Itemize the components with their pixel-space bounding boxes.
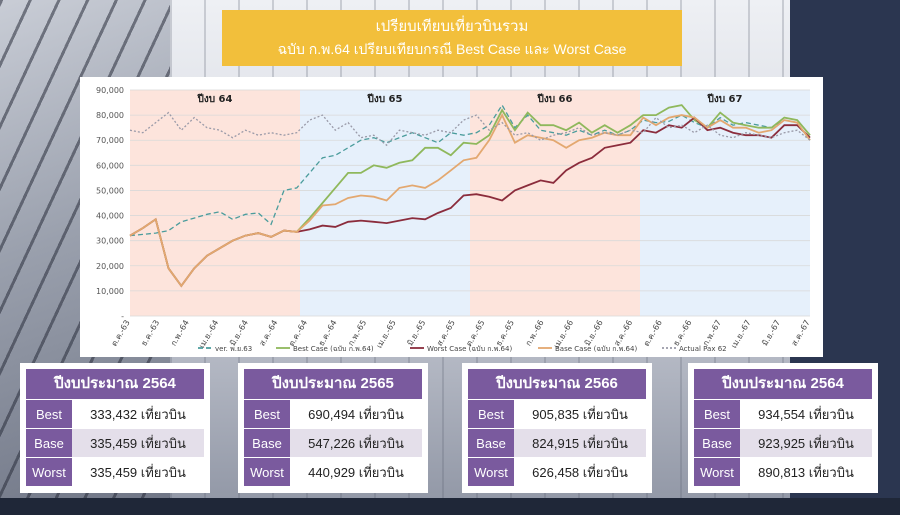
series-line: [129, 111, 811, 147]
x-tick-label: ส.ค.-67: [790, 319, 812, 348]
y-tick-label: 50,000: [96, 186, 124, 195]
x-tick-label: ธ.ค.-65: [494, 319, 516, 348]
stat-card-title: ปีงบประมาณ 2565: [244, 369, 422, 399]
series-line: [129, 103, 811, 237]
y-tick-label: 10,000: [96, 287, 124, 296]
stat-card-fy2566: ปีงบประมาณ 2566 Best 905,835 เที่ยวบิน B…: [462, 363, 652, 493]
stat-card-fy2567: ปีงบประมาณ 2564 Best 934,554 เที่ยวบิน B…: [688, 363, 878, 493]
x-tick-label: ต.ค.-64: [287, 319, 309, 348]
x-tick-label: มิ.ย.-64: [228, 319, 250, 348]
stat-row-base: Base 824,915 เที่ยวบิน: [468, 428, 646, 457]
x-tick-label: มิ.ย.-67: [760, 319, 782, 348]
stat-card-title: ปีงบประมาณ 2564: [26, 369, 204, 399]
stat-row-worst: Worst 335,459 เที่ยวบิน: [26, 457, 204, 486]
fiscal-year-label: ปีงบ 65: [367, 93, 403, 105]
row-label: Worst: [468, 457, 514, 486]
y-tick-label: 30,000: [96, 237, 124, 246]
row-value: 905,835 เที่ยวบิน: [514, 399, 646, 428]
fiscal-year-label: ปีงบ 66: [537, 93, 573, 105]
y-tick-label: 20,000: [96, 262, 124, 271]
stat-row-best: Best 333,432 เที่ยวบิน: [26, 399, 204, 428]
flight-comparison-chart: - 10,000 20,000 30,000 40,000 50,000 60,000 70,…: [96, 86, 812, 353]
title-line-2: ฉบับ ก.พ.64 เปรียบเทียบกรณี Best Case แล…: [277, 41, 627, 57]
row-value: 626,458 เที่ยวบิน: [514, 457, 646, 486]
stat-row-base: Base 923,925 เที่ยวบิน: [694, 428, 872, 457]
legend-label: Best Case (ฉบับ ก.พ.64): [293, 345, 374, 353]
x-tick-label: มิ.ย.-66: [583, 319, 605, 348]
row-label: Base: [468, 428, 514, 457]
legend-label: Base Case (ฉบับ ก.พ.64): [555, 345, 637, 353]
row-label: Worst: [26, 457, 72, 486]
y-tick-label: 40,000: [96, 212, 124, 221]
row-label: Best: [468, 399, 514, 428]
x-tick-label: มิ.ย.-65: [406, 319, 428, 348]
stat-row-best: Best 934,554 เที่ยวบิน: [694, 399, 872, 428]
x-tick-label: ธ.ค.-64: [317, 319, 339, 348]
y-tick-label: 70,000: [96, 136, 124, 145]
title-banner: เปรียบเทียบเที่ยวบินรวม ฉบับ ก.พ.64 เปรี…: [222, 10, 682, 66]
x-tick-label: ส.ค.-66: [612, 319, 634, 348]
x-tick-label: ต.ค.-65: [464, 319, 486, 348]
row-value: 335,459 เที่ยวบิน: [72, 457, 204, 486]
stat-row-best: Best 690,494 เที่ยวบิน: [244, 399, 422, 428]
row-label: Best: [244, 399, 290, 428]
x-tick-label: ก.พ.-66: [524, 319, 546, 348]
x-tick-label: ก.พ.-64: [169, 319, 191, 348]
x-tick-label: ต.ค.-66: [642, 319, 664, 348]
row-value: 333,432 เที่ยวบิน: [72, 399, 204, 428]
fiscal-year-band: [300, 90, 470, 316]
legend-label: ver. พ.ย.63: [215, 345, 252, 353]
stat-row-base: Base 335,459 เที่ยวบิน: [26, 428, 204, 457]
row-value: 335,459 เที่ยวบิน: [72, 428, 204, 457]
row-label: Base: [694, 428, 740, 457]
fiscal-year-label: ปีงบ 64: [197, 93, 233, 105]
x-tick-label: ธ.ค.-66: [671, 319, 693, 348]
row-value: 890,813 เที่ยวบิน: [740, 457, 872, 486]
x-tick-label: ก.พ.-65: [346, 319, 368, 348]
fiscal-year-band: [130, 90, 300, 316]
row-label: Best: [26, 399, 72, 428]
row-label: Worst: [244, 457, 290, 486]
fiscal-year-band: [470, 90, 640, 316]
stat-row-base: Base 547,226 เที่ยวบิน: [244, 428, 422, 457]
legend-label: Worst Case (ฉบับ ก.พ.64): [427, 345, 512, 353]
stat-row-worst: Worst 440,929 เที่ยวบิน: [244, 457, 422, 486]
x-tick-label: ส.ค.-65: [435, 319, 457, 348]
y-tick-label: 90,000: [96, 86, 124, 95]
chart-card: - 10,000 20,000 30,000 40,000 50,000 60,000 70,…: [80, 77, 823, 357]
stat-card-fy2565: ปีงบประมาณ 2565 Best 690,494 เที่ยวบิน B…: [238, 363, 428, 493]
stat-row-best: Best 905,835 เที่ยวบิน: [468, 399, 646, 428]
x-tick-label: เม.ย.-65: [375, 319, 398, 350]
stat-row-worst: Worst 890,813 เที่ยวบิน: [694, 457, 872, 486]
y-tick-label: 80,000: [96, 111, 124, 120]
row-value: 690,494 เที่ยวบิน: [290, 399, 422, 428]
bottom-band: [0, 498, 900, 515]
y-tick-label: 60,000: [96, 161, 124, 170]
series-line: [129, 113, 811, 288]
x-tick-label: ต.ค.-63: [110, 319, 132, 348]
y-tick-label: -: [121, 312, 124, 321]
stat-card-title: ปีงบประมาณ 2564: [694, 369, 872, 399]
row-value: 824,915 เที่ยวบิน: [514, 428, 646, 457]
row-label: Best: [694, 399, 740, 428]
row-value: 923,925 เที่ยวบิน: [740, 428, 872, 457]
row-value: 547,226 เที่ยวบิน: [290, 428, 422, 457]
row-label: Base: [26, 428, 72, 457]
row-label: Base: [244, 428, 290, 457]
stat-card-title: ปีงบประมาณ 2566: [468, 369, 646, 399]
row-label: Worst: [694, 457, 740, 486]
title-line-1: เปรียบเทียบเที่ยวบินรวม: [375, 18, 529, 35]
x-tick-label: เม.ย.-67: [729, 319, 752, 350]
x-tick-label: ก.พ.-67: [701, 319, 723, 348]
x-tick-label: ส.ค.-64: [258, 319, 280, 348]
legend-label: Actual Pax 62: [679, 345, 727, 353]
fiscal-year-label: ปีงบ 67: [707, 93, 743, 105]
x-tick-label: ธ.ค.-63: [139, 319, 161, 348]
stat-card-fy2564: ปีงบประมาณ 2564 Best 333,432 เที่ยวบิน B…: [20, 363, 210, 493]
stat-row-worst: Worst 626,458 เที่ยวบิน: [468, 457, 646, 486]
row-value: 934,554 เที่ยวบิน: [740, 399, 872, 428]
row-value: 440,929 เที่ยวบิน: [290, 457, 422, 486]
